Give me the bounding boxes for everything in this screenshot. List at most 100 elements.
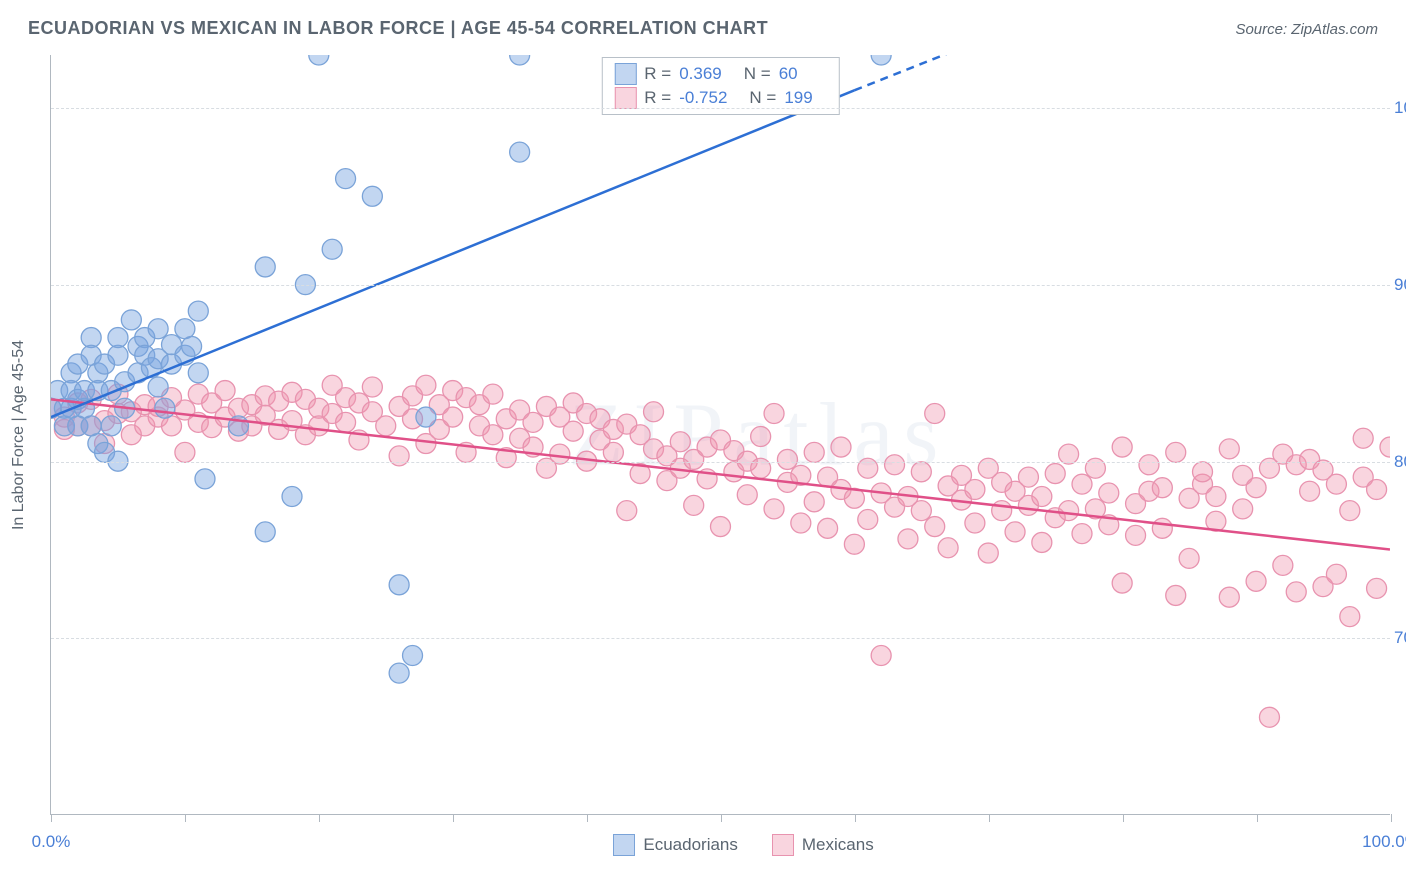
- marker-ecuadorians: [389, 663, 409, 683]
- marker-mexicans: [1367, 479, 1387, 499]
- marker-mexicans: [1059, 501, 1079, 521]
- x-tick: [721, 814, 722, 822]
- marker-ecuadorians: [510, 55, 530, 65]
- marker-mexicans: [1367, 578, 1387, 598]
- marker-mexicans: [684, 495, 704, 515]
- marker-mexicans: [670, 432, 690, 452]
- marker-mexicans: [1353, 428, 1373, 448]
- marker-mexicans: [1300, 481, 1320, 501]
- marker-mexicans: [871, 645, 891, 665]
- gridline: [51, 638, 1390, 639]
- swatch-mexicans: [772, 834, 794, 856]
- series-legend: Ecuadorians Mexicans: [613, 834, 873, 856]
- marker-mexicans: [1152, 518, 1172, 538]
- marker-mexicans: [1193, 462, 1213, 482]
- marker-mexicans: [1032, 487, 1052, 507]
- marker-mexicans: [965, 513, 985, 533]
- n-value-mexicans: 199: [784, 88, 812, 108]
- marker-ecuadorians: [101, 416, 121, 436]
- marker-ecuadorians: [255, 522, 275, 542]
- marker-mexicans: [1219, 587, 1239, 607]
- trend-line: [854, 55, 1256, 90]
- marker-mexicans: [925, 517, 945, 537]
- y-tick-label: 90.0%: [1394, 275, 1406, 295]
- marker-mexicans: [1340, 501, 1360, 521]
- marker-mexicans: [1233, 499, 1253, 519]
- swatch-mexicans: [614, 87, 636, 109]
- marker-ecuadorians: [188, 301, 208, 321]
- x-tick: [185, 814, 186, 822]
- marker-mexicans: [804, 442, 824, 462]
- marker-mexicans: [362, 377, 382, 397]
- marker-mexicans: [1179, 548, 1199, 568]
- marker-ecuadorians: [121, 310, 141, 330]
- r-label: R =: [644, 64, 671, 84]
- x-tick: [1257, 814, 1258, 822]
- marker-mexicans: [523, 412, 543, 432]
- marker-ecuadorians: [188, 363, 208, 383]
- legend-item-ecuadorians: Ecuadorians: [613, 834, 738, 856]
- marker-mexicans: [1032, 532, 1052, 552]
- marker-mexicans: [737, 485, 757, 505]
- r-value-ecuadorians: 0.369: [679, 64, 722, 84]
- marker-mexicans: [644, 402, 664, 422]
- marker-mexicans: [831, 437, 851, 457]
- marker-mexicans: [1152, 478, 1172, 498]
- marker-mexicans: [885, 455, 905, 475]
- marker-mexicans: [336, 412, 356, 432]
- marker-mexicans: [1139, 455, 1159, 475]
- marker-mexicans: [1005, 522, 1025, 542]
- marker-mexicans: [1273, 555, 1293, 575]
- marker-mexicans: [1072, 524, 1092, 544]
- marker-mexicans: [911, 462, 931, 482]
- marker-ecuadorians: [389, 575, 409, 595]
- marker-mexicans: [858, 509, 878, 529]
- marker-ecuadorians: [148, 319, 168, 339]
- marker-mexicans: [777, 449, 797, 469]
- legend-label-mexicans: Mexicans: [802, 835, 874, 855]
- gridline: [51, 462, 1390, 463]
- marker-ecuadorians: [195, 469, 215, 489]
- marker-mexicans: [1112, 573, 1132, 593]
- marker-ecuadorians: [403, 645, 423, 665]
- marker-mexicans: [751, 426, 771, 446]
- marker-ecuadorians: [416, 407, 436, 427]
- trend-line: [51, 90, 854, 417]
- marker-mexicans: [175, 442, 195, 462]
- marker-ecuadorians: [108, 328, 128, 348]
- marker-mexicans: [1219, 439, 1239, 459]
- n-value-ecuadorians: 60: [779, 64, 798, 84]
- chart-plot-area: In Labor Force | Age 45-54 ZIPatlas R = …: [50, 55, 1390, 815]
- marker-mexicans: [1326, 564, 1346, 584]
- marker-mexicans: [1018, 467, 1038, 487]
- marker-mexicans: [764, 404, 784, 424]
- marker-mexicans: [911, 501, 931, 521]
- marker-mexicans: [376, 416, 396, 436]
- marker-ecuadorians: [155, 398, 175, 418]
- marker-mexicans: [710, 517, 730, 537]
- swatch-ecuadorians: [614, 63, 636, 85]
- x-tick: [855, 814, 856, 822]
- x-tick: [453, 814, 454, 822]
- marker-mexicans: [416, 375, 436, 395]
- x-tick: [51, 814, 52, 822]
- marker-mexicans: [1112, 437, 1132, 457]
- marker-mexicans: [898, 529, 918, 549]
- marker-ecuadorians: [282, 487, 302, 507]
- swatch-ecuadorians: [613, 834, 635, 856]
- marker-mexicans: [938, 538, 958, 558]
- marker-mexicans: [1206, 487, 1226, 507]
- marker-ecuadorians: [362, 186, 382, 206]
- marker-mexicans: [603, 442, 623, 462]
- marker-mexicans: [1340, 607, 1360, 627]
- stats-row-mexicans: R = -0.752 N = 199: [614, 86, 826, 110]
- marker-mexicans: [764, 499, 784, 519]
- legend-label-ecuadorians: Ecuadorians: [643, 835, 738, 855]
- marker-mexicans: [443, 407, 463, 427]
- marker-mexicans: [1259, 707, 1279, 727]
- marker-ecuadorians: [81, 416, 101, 436]
- marker-mexicans: [389, 446, 409, 466]
- marker-ecuadorians: [309, 55, 329, 65]
- n-label: N =: [749, 88, 776, 108]
- marker-ecuadorians: [175, 319, 195, 339]
